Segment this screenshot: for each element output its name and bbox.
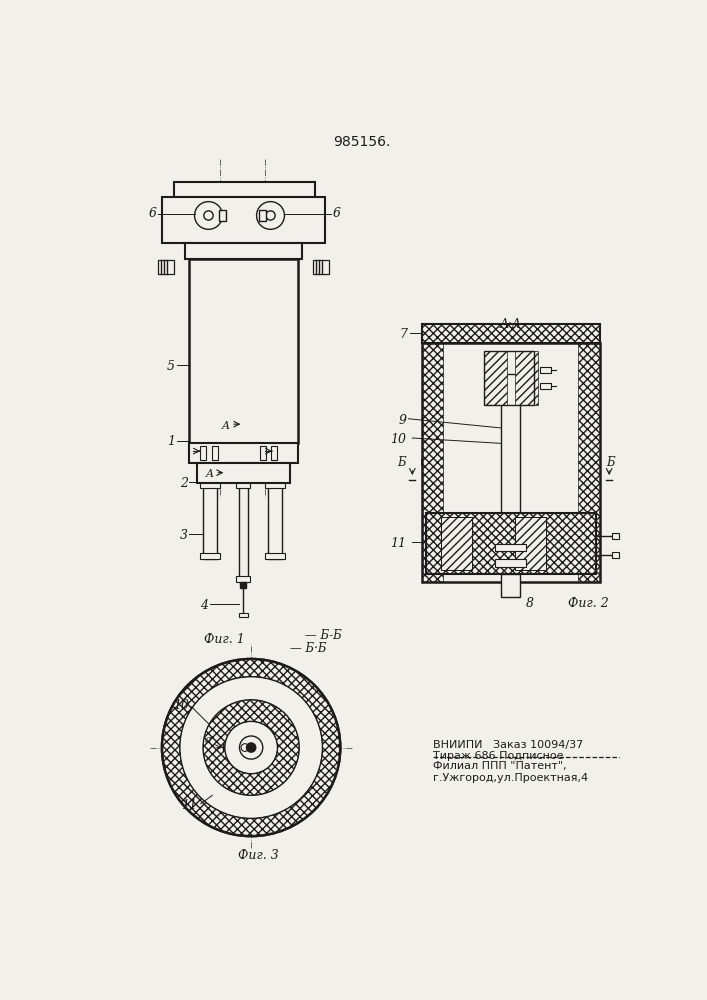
Text: Фиг. 3: Фиг. 3 (238, 849, 279, 862)
Text: 6: 6 (148, 207, 156, 220)
Bar (239, 613, 248, 617)
Text: 10: 10 (390, 433, 406, 446)
Bar (515, 517, 546, 570)
Text: 6: 6 (332, 207, 341, 220)
Bar (313, 260, 329, 274)
Text: — Б-Б: — Б-Б (305, 629, 342, 642)
Bar (200, 553, 220, 559)
Text: 7: 7 (399, 328, 408, 341)
Bar (259, 446, 266, 460)
Bar (174, 182, 315, 197)
Text: Фиг. 1: Фиг. 1 (204, 633, 245, 646)
Text: A: A (221, 421, 230, 431)
Text: г.Ужгород,ул.Проектная,4: г.Ужгород,ул.Проектная,4 (433, 773, 588, 783)
Text: Б: Б (397, 456, 406, 469)
Bar (211, 446, 218, 460)
Text: 3: 3 (180, 529, 187, 542)
Circle shape (162, 659, 340, 836)
Bar (200, 446, 206, 460)
Bar (501, 374, 520, 551)
Text: 2: 2 (180, 477, 187, 490)
Bar (484, 351, 534, 405)
Bar (158, 260, 174, 274)
Wedge shape (203, 700, 299, 795)
Circle shape (194, 202, 223, 229)
Bar (578, 343, 600, 582)
Text: 9: 9 (398, 414, 406, 427)
Text: Филиал ППП "Патент",: Филиал ППП "Патент", (433, 761, 567, 771)
Bar (189, 259, 298, 443)
Text: ВНИИПИ   Заказ 10094/37: ВНИИПИ Заказ 10094/37 (433, 740, 583, 750)
Wedge shape (162, 659, 340, 836)
Bar (240, 582, 247, 588)
Bar (236, 576, 250, 582)
Bar (421, 343, 443, 582)
Bar (259, 210, 266, 221)
Bar (197, 463, 290, 483)
Text: a: a (204, 735, 211, 745)
Bar (200, 483, 220, 488)
Circle shape (266, 211, 275, 220)
Text: 1: 1 (167, 435, 175, 448)
Bar (236, 483, 250, 488)
Bar (612, 533, 619, 539)
Bar (203, 483, 217, 559)
Bar (441, 517, 472, 570)
Bar (265, 553, 285, 559)
Circle shape (240, 736, 263, 759)
Text: Б: Б (606, 456, 614, 469)
Bar (540, 367, 551, 373)
Bar (162, 197, 325, 243)
Bar (540, 383, 551, 389)
Bar (265, 483, 285, 488)
Bar (218, 210, 226, 221)
Bar (515, 517, 546, 570)
Bar (495, 559, 526, 567)
Circle shape (247, 743, 256, 752)
Text: 985156.: 985156. (333, 135, 391, 149)
Bar (501, 574, 520, 597)
Bar (239, 483, 248, 582)
Bar (189, 443, 298, 463)
Text: A: A (206, 469, 214, 479)
Bar (495, 544, 526, 551)
Text: 11: 11 (181, 799, 197, 812)
Text: Фиг. 2: Фиг. 2 (568, 597, 609, 610)
Bar (421, 324, 600, 343)
Text: Тираж 686 Подписное: Тираж 686 Подписное (433, 751, 563, 761)
Circle shape (241, 744, 249, 751)
Bar (612, 552, 619, 558)
Bar (421, 343, 600, 582)
Bar (185, 243, 301, 259)
Bar (271, 446, 277, 460)
Circle shape (204, 211, 213, 220)
Bar (426, 513, 596, 574)
Text: — Б·Б: — Б·Б (290, 642, 327, 655)
Wedge shape (421, 452, 443, 473)
Text: 4: 4 (201, 599, 209, 612)
Bar (441, 517, 472, 570)
Bar (426, 513, 596, 574)
Text: 8: 8 (526, 597, 534, 610)
Bar (515, 351, 538, 405)
Bar (484, 351, 507, 405)
Text: A·A: A·A (500, 318, 522, 331)
Bar (268, 483, 282, 559)
Text: 10: 10 (173, 699, 189, 712)
Circle shape (257, 202, 284, 229)
Text: 11: 11 (390, 537, 406, 550)
Text: 5: 5 (167, 360, 175, 373)
Bar (421, 324, 600, 343)
